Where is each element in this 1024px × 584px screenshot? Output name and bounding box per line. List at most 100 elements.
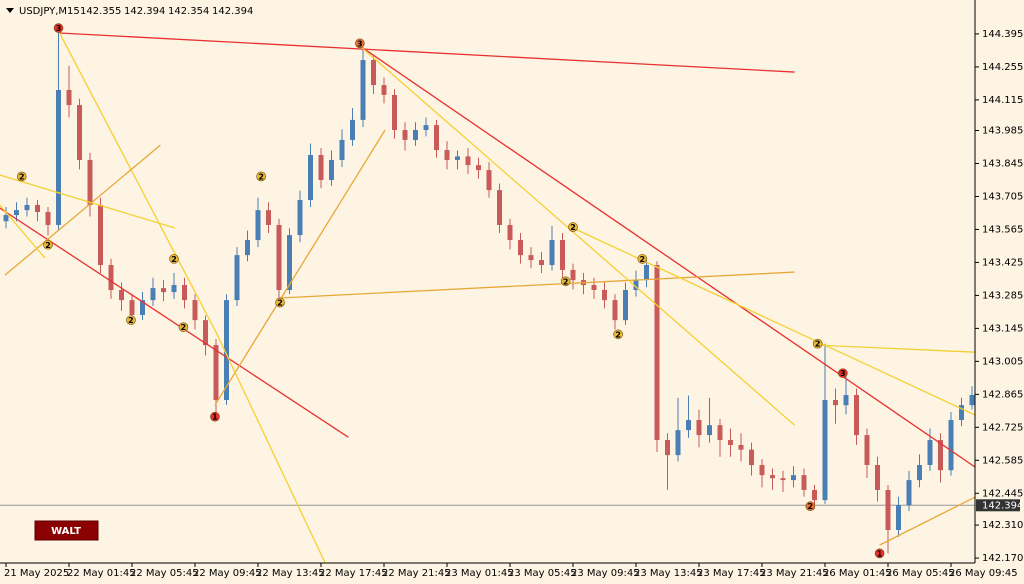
candle-body <box>497 190 502 225</box>
price-tag <box>976 499 1020 512</box>
x-tick-label: 22 May 21:45 <box>382 568 451 579</box>
y-tick-label: 143.985 <box>982 126 1023 137</box>
candle-body <box>287 235 292 290</box>
candle-body <box>161 288 166 293</box>
marker-label: 2 <box>45 241 51 250</box>
x-tick-label: 21 May 2025 <box>4 568 69 579</box>
x-tick-label: 26 May 01:45 <box>823 568 892 579</box>
trendline <box>59 32 795 73</box>
symbol: USDJPY,M15 <box>19 6 80 17</box>
candle-body <box>350 119 355 140</box>
candle-body <box>633 280 639 290</box>
y-tick-label: 144.395 <box>982 29 1023 40</box>
trendline <box>359 45 795 426</box>
y-tick-label: 142.310 <box>982 520 1023 531</box>
button-label[interactable]: WALT <box>51 526 81 537</box>
y-tick-label: 143.005 <box>982 356 1023 367</box>
candle-body <box>476 165 481 171</box>
candle-body <box>150 288 156 301</box>
candle-body <box>854 395 859 436</box>
candle-body <box>14 210 19 216</box>
candle-body <box>728 440 733 445</box>
x-tick-label: 23 May 21:45 <box>760 568 829 579</box>
candle-body <box>255 210 261 241</box>
candle-body <box>959 405 964 421</box>
zigzag-marker <box>178 322 189 332</box>
candle-body <box>329 159 334 180</box>
x-tick-label: 22 May 09:45 <box>193 568 262 579</box>
candle-body <box>423 125 429 131</box>
candle-body <box>87 159 93 205</box>
candle-body <box>822 399 828 501</box>
x-tick-label: 22 May 05:45 <box>130 568 199 579</box>
marker-label: 2 <box>815 340 821 349</box>
marker-label: 3 <box>840 369 846 378</box>
candle-body <box>297 199 303 236</box>
trendline <box>359 45 975 468</box>
candle-body <box>402 130 408 140</box>
candle-body <box>675 430 681 456</box>
trendline <box>280 271 795 299</box>
y-tick-label: 143.285 <box>982 290 1023 301</box>
marker-label: 2 <box>258 172 264 181</box>
zigzag-marker <box>613 329 623 340</box>
candle-body <box>833 399 838 406</box>
y-tick-label: 142.445 <box>982 488 1023 499</box>
candle-body <box>465 156 471 166</box>
marker-label: 2 <box>563 277 569 286</box>
candle-body <box>570 269 576 281</box>
candle-body <box>749 449 754 466</box>
zigzag-marker <box>838 368 848 378</box>
x-tick-label: 26 May 05:45 <box>886 568 955 579</box>
header-value: 142.354 <box>168 6 209 17</box>
candle-body <box>360 60 366 120</box>
candle-body <box>182 285 187 301</box>
candle-body <box>696 420 702 436</box>
candle-body <box>602 289 607 301</box>
y-tick-label: 142.170 <box>982 553 1023 564</box>
zigzag-marker <box>874 548 885 559</box>
candle-body <box>623 289 628 321</box>
candle-body <box>119 289 124 301</box>
candle-body <box>444 150 450 160</box>
marker-label: 2 <box>808 502 814 511</box>
candle-body <box>413 130 418 140</box>
candle-body <box>108 265 114 290</box>
marker-label: 3 <box>357 39 363 48</box>
candle-body <box>801 475 807 490</box>
y-tick-label: 142.725 <box>982 422 1023 433</box>
candle-body <box>612 300 618 321</box>
candle-body <box>98 204 103 266</box>
candle-body <box>707 425 712 436</box>
zigzag-marker <box>355 38 365 49</box>
candle-body <box>948 420 954 471</box>
candle-body <box>276 224 282 290</box>
trendline <box>0 204 46 259</box>
button-bg[interactable] <box>34 520 99 541</box>
wa-button[interactable]: WALT <box>34 520 99 541</box>
header-value: 142.394 <box>124 6 165 17</box>
candle-body <box>560 240 565 270</box>
candle-body <box>654 265 660 441</box>
trendline <box>214 129 386 406</box>
candle-body <box>45 212 51 225</box>
trendline <box>879 496 975 546</box>
marker-label: 3 <box>56 24 62 33</box>
candle-body <box>549 240 555 266</box>
candle-body <box>969 395 975 406</box>
menu-arrow[interactable] <box>6 8 14 13</box>
x-tick-label: 23 May 01:45 <box>445 568 514 579</box>
x-tick-label: 23 May 09:45 <box>571 568 640 579</box>
candle-body <box>528 255 534 261</box>
candle-body <box>539 260 544 266</box>
candle-body <box>140 300 145 315</box>
candle-body <box>192 300 198 321</box>
candle-body <box>759 465 765 476</box>
y-tick-label: 143.705 <box>982 191 1023 202</box>
candle-body <box>171 285 177 293</box>
candle-body <box>392 94 397 131</box>
candle-body <box>24 204 30 211</box>
zigzag-marker <box>805 501 816 512</box>
